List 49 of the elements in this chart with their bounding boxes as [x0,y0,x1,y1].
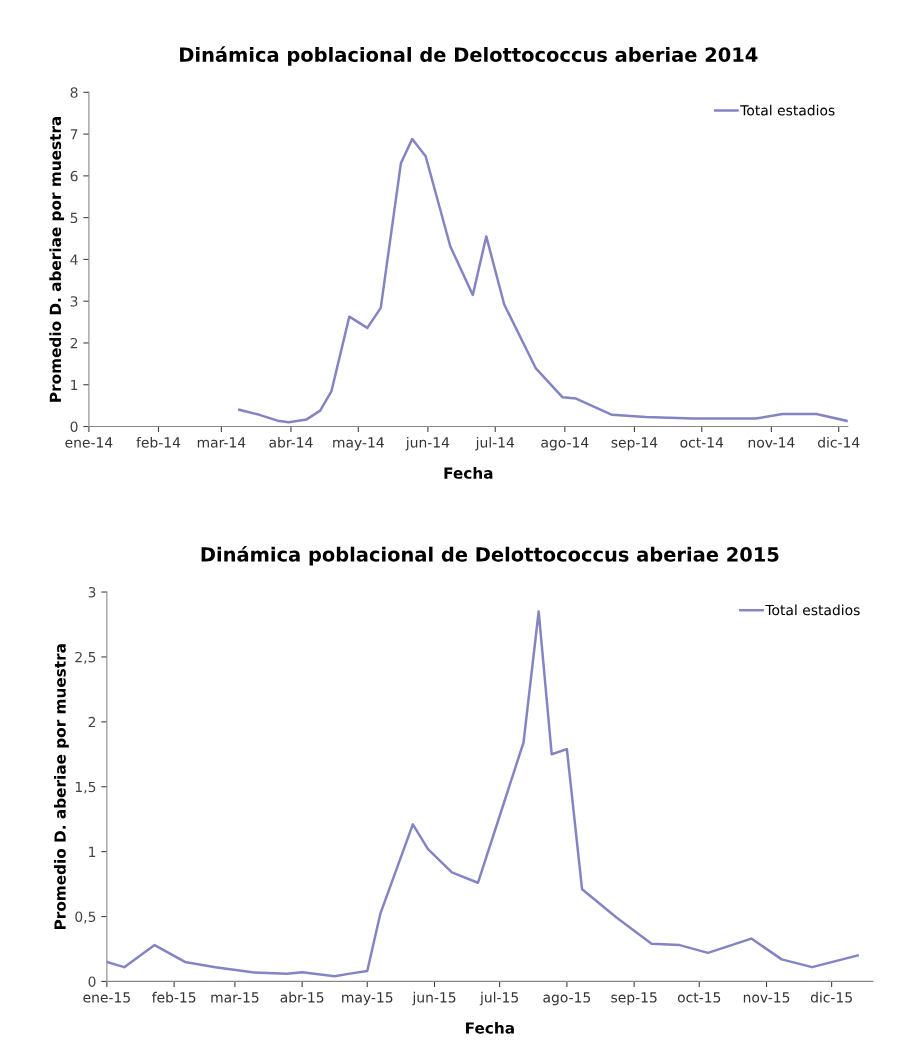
x-tick-label: ene-14 [65,437,113,448]
x-axis-title: Fecha [444,467,493,479]
x-axis-title: Fecha [466,1021,514,1034]
legend-label: Total estadios [765,604,860,616]
y-tick-label: 3 [70,296,78,307]
y-tick-label: 1 [89,846,96,857]
x-tick-label: jul-15 [479,991,519,1006]
y-axis-title: Promedio D. aberiae por muestra [49,116,65,402]
y-tick-label: 0 [88,976,96,987]
x-tick-label: may-14 [333,437,384,451]
x-tick-label: ago-14 [541,437,589,451]
y-tick-label: 6 [70,170,78,182]
x-tick-label: jun-14 [405,436,450,451]
y-tick-label: 7 [70,129,78,140]
x-tick-label: dic-15 [810,991,852,1003]
y-tick-label: 2,5 [75,651,96,664]
x-tick-label: mar-15 [211,992,259,1003]
line-series [238,137,848,424]
x-tick-label: ago-15 [543,992,591,1006]
legend-label: Total estadios [740,104,835,116]
y-tick-label: 2 [88,716,96,728]
x-tick-label: sep-14 [611,437,658,451]
x-tick-label: ene-15 [83,992,130,1003]
x-tick-label: mar-14 [197,437,246,448]
x-tick-label: nov-15 [743,992,790,1003]
y-tick-label: 8 [70,87,78,98]
chart-title: Dinámica poblacional de Delottococcus aberiae 2014 [180,46,758,66]
x-tick-label: dic-14 [818,436,860,448]
x-tick-label: sep-15 [611,992,657,1006]
chart-title: Dinámica poblacional de Delottococcus aberiae 2015 [201,545,779,566]
x-tick-label: feb-14 [136,436,181,448]
x-tick-label: oct-14 [680,437,724,448]
x-tick-label: jul-14 [475,436,515,451]
x-tick-label: abr-15 [280,991,324,1003]
y-tick-label: 2 [70,337,78,349]
y-tick-label: 5 [70,212,78,224]
x-tick-label: jun-15 [412,991,456,1006]
y-tick-label: 0,5 [75,911,96,924]
y-tick-label: 3 [88,587,96,598]
y-tick-label: 4 [70,254,78,265]
x-tick-label: oct-15 [677,992,721,1003]
x-tick-label: may-15 [342,992,393,1006]
y-tick-label: 1 [71,379,78,391]
y-axis-title: Promedio D. aberiae por muestra [54,644,69,930]
y-tick-label: 1,5 [75,781,96,794]
x-tick-label: feb-15 [151,991,196,1003]
x-tick-label: nov-14 [748,437,795,448]
x-tick-label: abr-14 [269,436,313,448]
y-tick-label: 0 [70,421,78,432]
